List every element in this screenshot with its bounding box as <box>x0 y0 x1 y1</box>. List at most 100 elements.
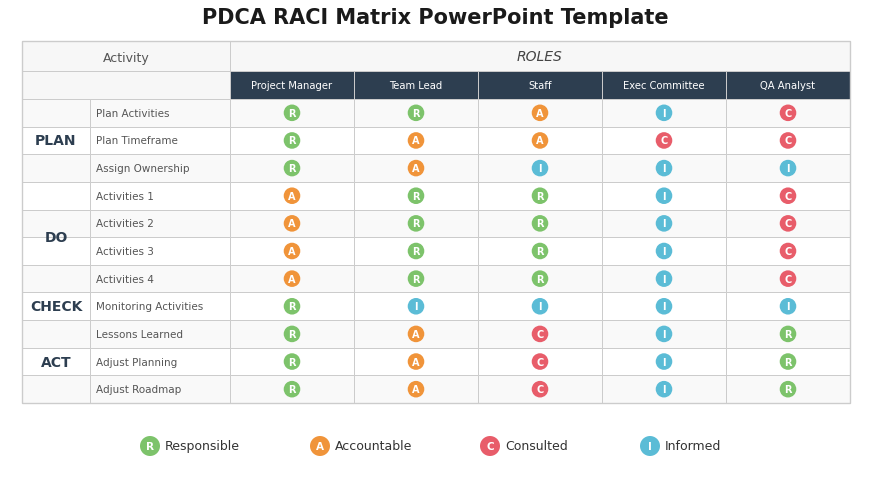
FancyBboxPatch shape <box>22 265 90 293</box>
Circle shape <box>408 161 424 177</box>
FancyBboxPatch shape <box>725 100 849 127</box>
Circle shape <box>779 243 795 260</box>
Text: A: A <box>288 219 295 229</box>
Circle shape <box>531 298 547 315</box>
Circle shape <box>655 353 672 370</box>
FancyBboxPatch shape <box>725 265 849 293</box>
Circle shape <box>531 326 547 343</box>
FancyBboxPatch shape <box>725 72 849 100</box>
Circle shape <box>531 188 547 204</box>
FancyBboxPatch shape <box>601 376 725 403</box>
Text: CHECK: CHECK <box>30 300 82 314</box>
Circle shape <box>283 243 300 260</box>
FancyBboxPatch shape <box>725 321 849 348</box>
FancyBboxPatch shape <box>22 183 90 210</box>
Circle shape <box>655 188 672 204</box>
Circle shape <box>408 381 424 398</box>
Circle shape <box>283 353 300 370</box>
Text: R: R <box>535 246 543 257</box>
FancyBboxPatch shape <box>22 348 90 376</box>
Text: A: A <box>535 136 543 146</box>
Circle shape <box>531 105 547 122</box>
FancyBboxPatch shape <box>90 100 229 127</box>
Text: R: R <box>412 219 419 229</box>
FancyBboxPatch shape <box>477 100 601 127</box>
Text: I: I <box>647 441 651 451</box>
Text: C: C <box>536 329 543 339</box>
Circle shape <box>655 105 672 122</box>
Text: A: A <box>288 274 295 284</box>
Circle shape <box>531 216 547 232</box>
Circle shape <box>655 326 672 343</box>
FancyBboxPatch shape <box>229 42 849 72</box>
FancyBboxPatch shape <box>354 321 477 348</box>
Text: A: A <box>535 109 543 119</box>
FancyBboxPatch shape <box>354 348 477 376</box>
FancyBboxPatch shape <box>229 72 354 100</box>
Text: R: R <box>535 219 543 229</box>
FancyBboxPatch shape <box>601 72 725 100</box>
Circle shape <box>531 243 547 260</box>
Circle shape <box>655 381 672 398</box>
Circle shape <box>531 161 547 177</box>
Circle shape <box>283 105 300 122</box>
Text: C: C <box>536 385 543 394</box>
Text: C: C <box>784 246 791 257</box>
Text: I: I <box>661 246 665 257</box>
Text: Monitoring Activities: Monitoring Activities <box>96 302 203 312</box>
FancyBboxPatch shape <box>477 238 601 265</box>
Text: R: R <box>783 357 791 367</box>
Text: R: R <box>412 246 419 257</box>
FancyBboxPatch shape <box>354 265 477 293</box>
Text: C: C <box>660 136 667 146</box>
Text: PDCA RACI Matrix PowerPoint Template: PDCA RACI Matrix PowerPoint Template <box>202 8 667 28</box>
Text: C: C <box>784 219 791 229</box>
Circle shape <box>408 133 424 149</box>
FancyBboxPatch shape <box>725 183 849 210</box>
Circle shape <box>408 188 424 204</box>
Text: Exec Committee: Exec Committee <box>622 81 704 91</box>
FancyBboxPatch shape <box>354 100 477 127</box>
FancyBboxPatch shape <box>90 155 229 183</box>
Text: A: A <box>288 191 295 202</box>
FancyBboxPatch shape <box>90 376 229 403</box>
Text: A: A <box>412 357 419 367</box>
Text: A: A <box>315 441 323 451</box>
FancyBboxPatch shape <box>354 183 477 210</box>
FancyBboxPatch shape <box>601 155 725 183</box>
Text: Consulted: Consulted <box>504 440 567 452</box>
FancyBboxPatch shape <box>725 348 849 376</box>
FancyBboxPatch shape <box>601 321 725 348</box>
Text: PLAN: PLAN <box>36 134 76 148</box>
Text: Team Lead: Team Lead <box>389 81 442 91</box>
Circle shape <box>779 353 795 370</box>
Text: I: I <box>661 109 665 119</box>
FancyBboxPatch shape <box>354 127 477 155</box>
FancyBboxPatch shape <box>601 127 725 155</box>
Text: I: I <box>786 164 789 174</box>
Circle shape <box>640 436 660 456</box>
Text: A: A <box>412 164 419 174</box>
Text: I: I <box>661 302 665 312</box>
Text: R: R <box>412 274 419 284</box>
Circle shape <box>408 353 424 370</box>
Text: R: R <box>783 385 791 394</box>
Text: R: R <box>288 109 295 119</box>
FancyBboxPatch shape <box>477 376 601 403</box>
Text: R: R <box>288 357 295 367</box>
Circle shape <box>283 381 300 398</box>
Circle shape <box>655 216 672 232</box>
FancyBboxPatch shape <box>229 100 354 127</box>
Text: A: A <box>412 385 419 394</box>
Text: A: A <box>288 246 295 257</box>
FancyBboxPatch shape <box>229 293 354 321</box>
Text: Activities 4: Activities 4 <box>96 274 154 284</box>
FancyBboxPatch shape <box>90 321 229 348</box>
FancyBboxPatch shape <box>601 348 725 376</box>
Text: I: I <box>414 302 417 312</box>
FancyBboxPatch shape <box>229 210 354 238</box>
Text: Staff: Staff <box>527 81 551 91</box>
Circle shape <box>779 381 795 398</box>
FancyBboxPatch shape <box>90 210 229 238</box>
FancyBboxPatch shape <box>22 238 90 265</box>
